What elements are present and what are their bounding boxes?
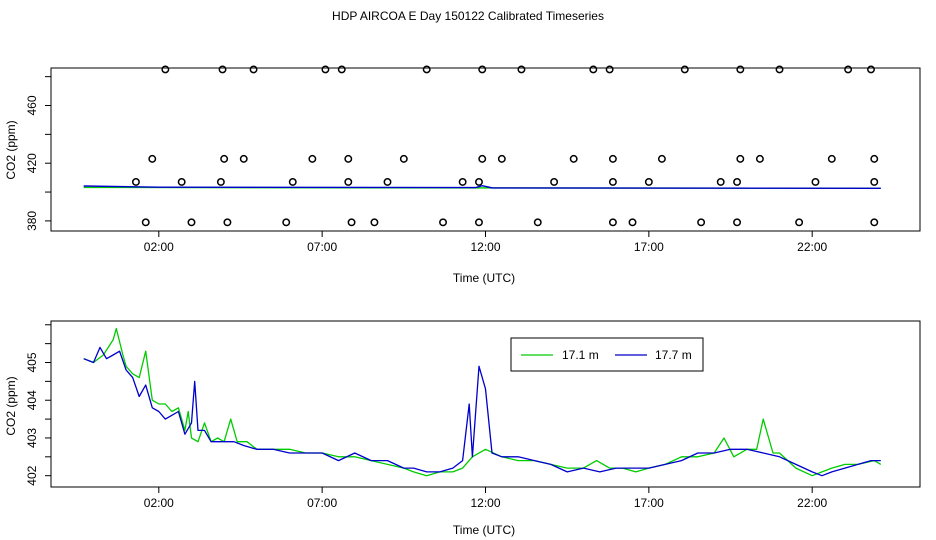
top-points-layer <box>131 65 879 227</box>
data-point <box>337 65 346 74</box>
bot-x-tick-label: 17:00 <box>634 496 664 510</box>
bottom-y-axis: 402 403 404 405 <box>25 324 51 486</box>
data-point <box>321 65 330 74</box>
data-point <box>795 218 804 227</box>
data-point <box>644 178 653 186</box>
data-point <box>249 65 258 74</box>
top-x-tick-label: 17:00 <box>634 240 664 254</box>
data-point <box>716 178 725 186</box>
data-point <box>755 154 764 163</box>
data-point <box>589 65 598 74</box>
bot-x-tick-label: 12:00 <box>470 496 500 510</box>
top-y-tick-label: 380 <box>25 211 39 231</box>
legend-label-17-1m: 17.1 m <box>562 348 599 362</box>
top-y-tick-label: 420 <box>25 153 39 173</box>
bottom-x-axis: 02:00 07:00 12:00 17:00 22:00 <box>144 487 828 510</box>
data-point <box>187 218 196 227</box>
top-x-tick-label: 07:00 <box>307 240 337 254</box>
top-x-axis: 02:00 07:00 12:00 17:00 22:00 <box>144 231 828 254</box>
data-point <box>148 154 157 163</box>
bot-y-tick-label: 403 <box>25 428 39 448</box>
bottom-x-axis-label: Time (UTC) <box>453 523 515 537</box>
top-y-tick-label: 460 <box>25 95 39 115</box>
data-point <box>550 178 559 186</box>
top-y-axis-label: CO2 (ppm) <box>4 120 18 179</box>
data-point <box>497 154 506 163</box>
data-point <box>608 218 617 227</box>
data-point <box>220 154 229 163</box>
data-point <box>399 154 408 163</box>
bottom-y-axis-label: CO2 (ppm) <box>4 376 18 435</box>
data-point <box>458 178 467 186</box>
top-x-tick-label: 22:00 <box>797 240 827 254</box>
data-point <box>177 178 186 186</box>
data-point <box>657 154 666 163</box>
bot-y-tick-label: 405 <box>25 352 39 372</box>
data-point <box>827 154 836 163</box>
data-point <box>239 154 248 163</box>
chart-title: HDP AIRCOA E Day 150122 Calibrated Times… <box>332 9 604 23</box>
top-x-tick-label: 02:00 <box>144 240 174 254</box>
data-point <box>733 178 742 186</box>
data-point <box>811 178 820 186</box>
data-point <box>422 65 431 74</box>
data-point <box>347 218 356 227</box>
data-point <box>736 65 745 74</box>
data-point <box>370 218 379 227</box>
data-point <box>608 178 617 186</box>
series-line-17-7-m <box>83 346 881 477</box>
data-point <box>216 178 225 186</box>
data-point <box>475 218 483 227</box>
top-x-axis-label: Time (UTC) <box>453 271 515 285</box>
data-point <box>344 178 353 186</box>
data-point <box>344 154 353 163</box>
data-point <box>608 154 617 163</box>
data-point <box>870 178 879 186</box>
data-point <box>775 65 784 74</box>
bot-x-tick-label: 02:00 <box>144 496 174 510</box>
data-point <box>141 218 150 227</box>
bot-x-tick-label: 22:00 <box>797 496 827 510</box>
bot-y-tick-label: 402 <box>25 465 39 485</box>
data-point <box>383 178 392 186</box>
data-point <box>628 218 637 227</box>
data-point <box>475 178 483 186</box>
data-point <box>223 218 232 227</box>
bottom-lines-layer <box>83 327 882 477</box>
data-point <box>478 154 487 163</box>
data-point <box>870 154 879 163</box>
top-x-tick-label: 12:00 <box>470 240 500 254</box>
data-point <box>439 218 447 227</box>
data-point <box>569 154 578 163</box>
data-point <box>733 218 742 227</box>
data-point <box>131 178 140 186</box>
data-point <box>736 154 745 163</box>
data-point <box>478 65 487 74</box>
top-lines-layer <box>83 184 881 190</box>
bot-x-tick-label: 07:00 <box>307 496 337 510</box>
data-point <box>517 65 526 74</box>
data-point <box>308 154 317 163</box>
data-point <box>605 65 614 74</box>
series-line-17-1-m <box>83 327 882 477</box>
bot-y-tick-label: 404 <box>25 390 39 410</box>
data-point <box>282 218 291 227</box>
legend: 17.1 m 17.7 m <box>510 337 704 372</box>
data-point <box>533 218 542 227</box>
data-point <box>870 218 879 227</box>
data-point <box>844 65 853 74</box>
data-point <box>680 65 689 74</box>
top-y-axis: 380 420 460 <box>25 76 51 231</box>
data-point <box>697 218 706 227</box>
series-line-17-7m <box>83 184 881 190</box>
data-point <box>218 65 227 74</box>
data-point <box>867 65 875 74</box>
data-point <box>161 65 170 74</box>
legend-label-17-7m: 17.7 m <box>655 348 692 362</box>
data-point <box>288 178 297 186</box>
